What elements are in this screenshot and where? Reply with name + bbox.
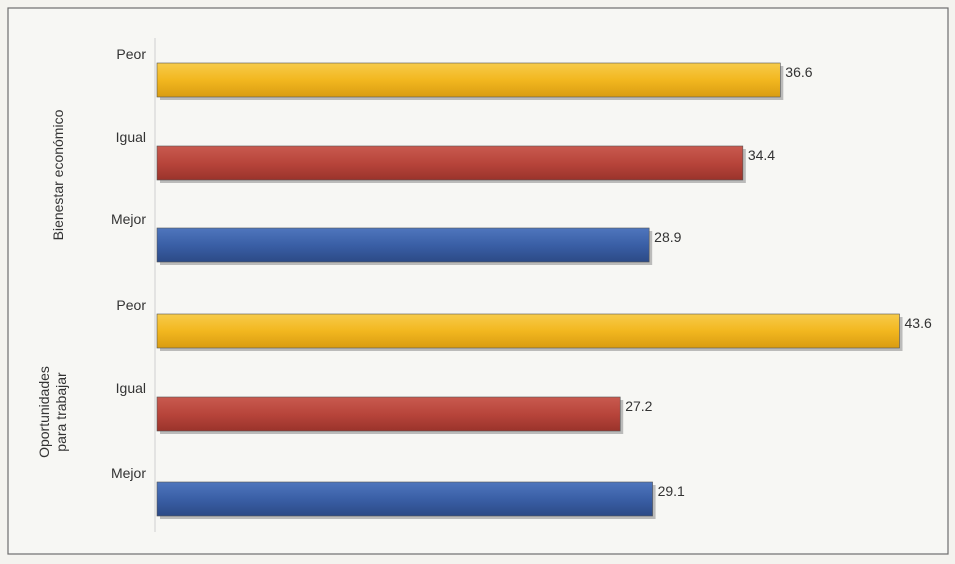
bar-mejor	[156, 227, 650, 263]
value-label: 29.1	[658, 483, 685, 499]
bar-peor	[156, 313, 900, 349]
category-label-mejor: Mejor	[111, 211, 146, 227]
value-label: 27.2	[625, 398, 652, 414]
bar-igual	[156, 396, 621, 432]
value-label: 34.4	[748, 147, 775, 163]
bar-peor	[156, 62, 781, 98]
group-label-bienestar: Bienestar económico	[50, 109, 66, 240]
category-label-peor: Peor	[116, 46, 146, 62]
category-label-peor: Peor	[116, 297, 146, 313]
group-label-oportunidades-line2: para trabajar	[53, 372, 69, 452]
category-label-igual: Igual	[116, 380, 146, 396]
category-label-igual: Igual	[116, 129, 146, 145]
value-label: 36.6	[785, 64, 812, 80]
bar-mejor	[156, 481, 653, 517]
category-label-mejor: Mejor	[111, 465, 146, 481]
value-label: 28.9	[654, 229, 681, 245]
group-label-oportunidades: Oportunidades	[36, 366, 52, 458]
value-label: 43.6	[905, 315, 932, 331]
bars-layer: Peor 36.6 Igual 34.4 Mejor 28.9 Peor 43.6 Igual 2…	[111, 46, 932, 519]
bar-igual	[156, 145, 744, 181]
